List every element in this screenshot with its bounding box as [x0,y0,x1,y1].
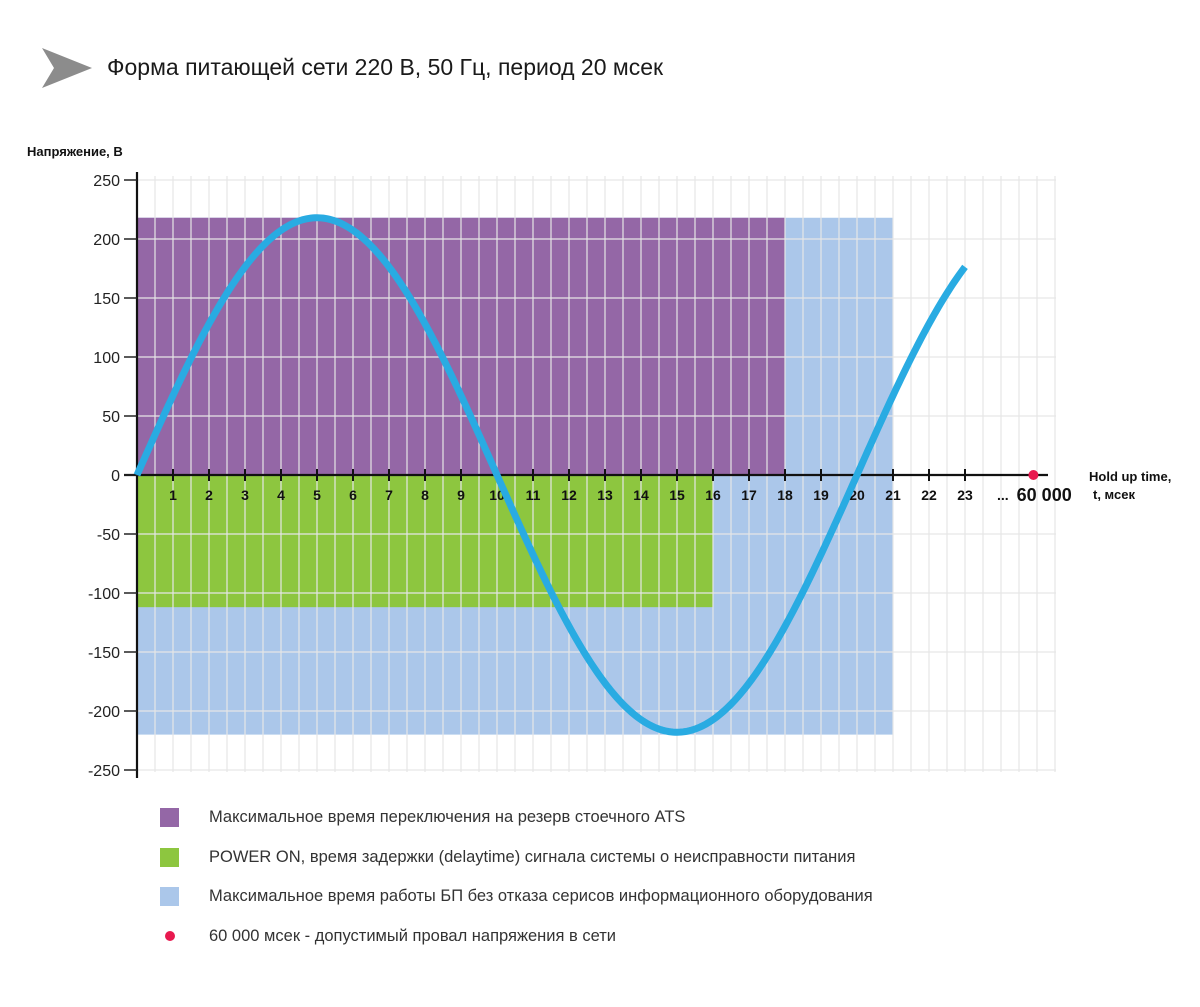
x-tick-label: 16 [705,487,721,503]
legend-label: Максимальное время переключения на резер… [209,808,686,827]
y-tick-label: 150 [93,291,120,308]
y-tick-label: -200 [88,704,120,721]
x-tick-label: 5 [313,487,321,503]
x-tick-label: 15 [669,487,685,503]
y-tick-label: 100 [93,350,120,367]
y-tick-label: 200 [93,232,120,249]
legend-dot-icon [165,931,175,942]
legend-swatch [160,847,179,867]
x-tick-label: 19 [813,487,829,503]
legend-item: Максимальное время переключения на резер… [160,798,873,838]
x-tick-label: 22 [921,487,937,503]
y-tick-label: 250 [93,173,120,190]
legend-label: 60 000 мсек - допустимый провал напряжен… [209,926,617,945]
y-tick-label: -150 [88,645,120,662]
x-tick-label: 23 [957,487,973,503]
legend-label: POWER ON, время задержки (delaytime) сиг… [209,847,856,866]
legend-swatch [160,808,179,828]
x-tick-labels: 1 2 3 4 5 6 7 8 9 10 11 12 13 14 15 16 17 18 19 20 21 22 23...… [169,469,1072,505]
x-tick-label: 13 [597,487,613,503]
legend-label: Максимальное время работы БП без отказа … [209,887,873,906]
x-tick-label-final: 60 000 [1017,485,1072,505]
legend-swatch [160,887,179,907]
title-arrow-icon [42,48,92,88]
x-tick-label: 18 [777,487,793,503]
y-tick-label: 0 [111,468,120,485]
x-tick-label: 11 [526,487,541,503]
x-tick-label: 6 [349,487,357,503]
y-tick-label: 50 [102,409,120,426]
x-tick-label: 8 [421,487,429,503]
chart-series [133,214,1039,736]
x-tick-label: 17 [741,487,757,503]
y-tick-label: -50 [97,527,120,544]
y-axis-label: Напряжение, В [27,144,123,159]
y-tick-labels: 250 200 150 100 50 0 -50 -100 -150 -200 -250 [88,173,137,780]
x-tick-ellipsis: ... [997,487,1009,503]
legend-item: POWER ON, время задержки (delaytime) сиг… [160,838,873,878]
x-tick-label: 14 [633,487,649,503]
x-tick-label: 1 [169,487,177,503]
marker-point [1028,470,1039,480]
x-axis-label-line2: t, мсек [1093,487,1135,502]
legend: Максимальное время переключения на резер… [160,798,873,956]
legend-item: Максимальное время работы БП без отказа … [160,877,873,917]
x-tick-label: 2 [205,487,213,503]
x-tick-label: 9 [457,487,465,503]
x-axis-label-line1: Hold up time, [1089,469,1171,484]
x-tick-label: 21 [885,487,901,503]
x-tick-label: 12 [561,487,577,503]
legend-item: 60 000 мсек - допустимый провал напряжен… [160,917,873,957]
y-tick-label: -250 [88,763,120,780]
y-tick-label: -100 [88,586,120,603]
x-tick-label: 7 [385,487,393,503]
x-tick-label: 3 [241,487,249,503]
page-title: Форма питающей сети 220 В, 50 Гц, период… [107,54,664,80]
x-tick-label: 4 [277,487,285,503]
series-line-1 [133,214,968,736]
